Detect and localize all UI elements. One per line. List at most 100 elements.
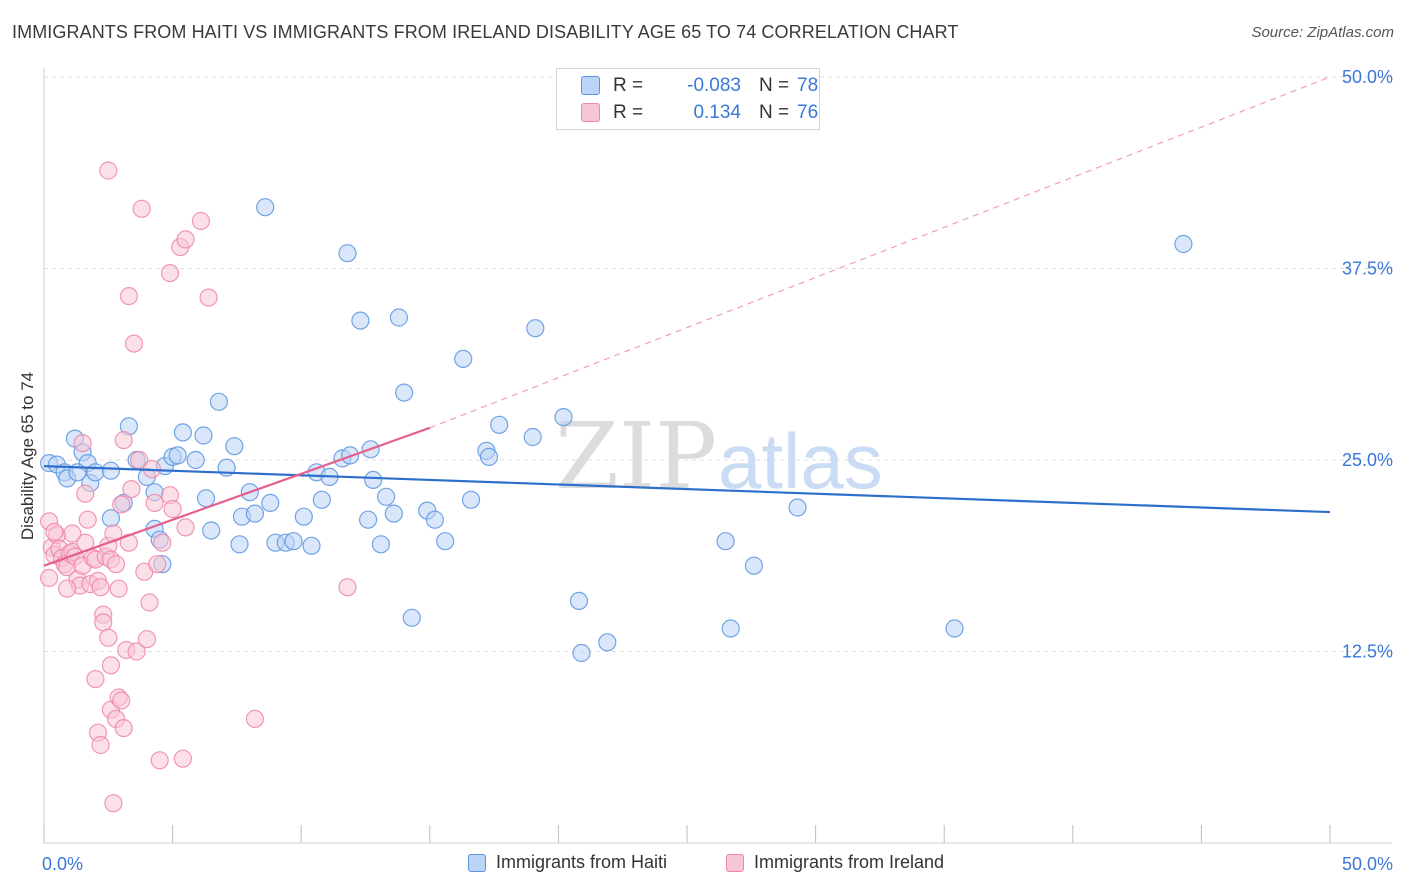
- haiti-point-28: [209, 392, 228, 411]
- ireland-point-65: [119, 287, 138, 306]
- ireland-point-44: [114, 718, 133, 738]
- y-tick-label-3: 50.0%: [1342, 67, 1393, 87]
- ireland-point-58: [153, 533, 172, 552]
- haiti-point-46: [338, 244, 357, 263]
- ireland-r-label: R =: [613, 102, 644, 123]
- ireland-point-40: [104, 794, 123, 813]
- haiti-point-73: [721, 619, 740, 638]
- haiti-r-label: R =: [613, 75, 644, 96]
- ireland-point-30: [57, 579, 77, 598]
- haiti-point-30: [225, 437, 244, 456]
- legend-haiti-label: Immigrants from Haiti: [496, 852, 668, 872]
- ireland-point-15: [78, 510, 97, 529]
- axes: [43, 68, 1392, 844]
- ireland-trend-extension: [429, 76, 1331, 429]
- ireland-n-value: 76: [797, 102, 819, 123]
- haiti-trend-line: [43, 465, 1331, 514]
- gridlines: [44, 76, 1392, 652]
- y-tick-label-0: 12.5%: [1342, 642, 1393, 662]
- haiti-point-56: [395, 383, 414, 402]
- ireland-point-63: [176, 518, 195, 537]
- haiti-point-43: [312, 490, 331, 509]
- haiti-point-72: [716, 532, 735, 551]
- legend-haiti-swatch: [468, 853, 486, 872]
- haiti-point-66: [523, 427, 542, 447]
- ireland-point-62: [173, 749, 192, 768]
- haiti-r-value: -0.083: [687, 75, 741, 96]
- ireland-point-27: [109, 579, 128, 598]
- watermark-zip: ZIP: [555, 403, 717, 510]
- haiti-point-64: [479, 447, 499, 466]
- ireland-point-37: [99, 628, 118, 647]
- haiti-point-25: [194, 426, 213, 445]
- haiti-point-57: [402, 608, 421, 627]
- haiti-point-49: [359, 510, 378, 529]
- ireland-point-28: [112, 495, 131, 514]
- haiti-point-75: [788, 498, 807, 517]
- haiti-point-53: [377, 487, 396, 506]
- ireland-point-55: [145, 493, 164, 512]
- haiti-point-54: [384, 504, 403, 523]
- haiti-point-62: [461, 490, 481, 509]
- haiti-point-61: [454, 349, 473, 368]
- ireland-n-label: N =: [759, 102, 790, 123]
- haiti-point-52: [371, 535, 390, 554]
- haiti-swatch: [581, 76, 600, 95]
- ireland-point-32: [73, 434, 92, 453]
- ireland-point-57: [150, 751, 169, 770]
- x-tick-label-1: 50.0%: [1342, 854, 1393, 874]
- y-tick-label-1: 25.0%: [1342, 450, 1393, 470]
- ireland-point-68: [176, 230, 195, 249]
- haiti-point-40: [294, 507, 313, 526]
- haiti-point-68: [554, 408, 573, 427]
- ireland-point-52: [137, 630, 156, 649]
- ireland-point-66: [132, 199, 151, 218]
- ireland-point-31: [63, 524, 82, 543]
- haiti-point-24: [186, 450, 205, 470]
- haiti-point-51: [364, 470, 383, 489]
- haiti-point-22: [168, 446, 187, 465]
- ireland-point-33: [86, 669, 105, 689]
- haiti-point-39: [284, 532, 303, 551]
- haiti-n-label: N =: [759, 75, 790, 96]
- ireland-point-72: [338, 578, 357, 597]
- ireland-point-53: [140, 593, 159, 612]
- ireland-point-43: [112, 691, 131, 710]
- haiti-point-10: [101, 461, 121, 480]
- haiti-point-26: [196, 489, 216, 508]
- ireland-point-73: [39, 568, 59, 588]
- ireland-point-48: [124, 334, 144, 353]
- stats-legend-box: R = -0.083 N = 78 R = 0.134 N = 76: [556, 68, 820, 130]
- ireland-point-71: [245, 709, 264, 729]
- haiti-point-76: [945, 619, 964, 638]
- haiti-point-69: [569, 591, 589, 611]
- legend-ireland-swatch: [726, 853, 744, 872]
- ireland-point-20: [91, 578, 110, 597]
- ireland-point-75: [76, 484, 95, 503]
- ireland-point-56: [148, 555, 167, 574]
- ireland-point-60: [163, 499, 182, 519]
- haiti-point-55: [389, 308, 408, 327]
- trend-lines: [43, 76, 1331, 567]
- haiti-point-36: [261, 493, 280, 512]
- ireland-point-70: [199, 288, 218, 307]
- haiti-point-27: [202, 521, 221, 540]
- ireland-point-26: [106, 555, 126, 574]
- ireland-swatch: [581, 103, 600, 122]
- ireland-point-35: [91, 735, 110, 755]
- ireland-trend-line: [43, 426, 431, 567]
- legend-item-haiti[interactable]: Immigrants from Haiti: [468, 852, 667, 873]
- haiti-point-65: [490, 415, 509, 434]
- haiti-point-31: [230, 535, 249, 554]
- ireland-point-47: [122, 480, 141, 499]
- y-axis-title: Disability Age 65 to 74: [18, 372, 37, 540]
- haiti-point-35: [256, 198, 275, 217]
- haiti-point-48: [351, 311, 370, 330]
- haiti-point-23: [173, 423, 192, 442]
- ireland-point-64: [99, 161, 118, 180]
- haiti-point-41: [302, 536, 321, 555]
- ireland-point-74: [45, 522, 64, 542]
- legend-item-ireland[interactable]: Immigrants from Ireland: [726, 852, 944, 873]
- legend-ireland-label: Immigrants from Ireland: [754, 852, 945, 872]
- haiti-point-74: [744, 556, 764, 575]
